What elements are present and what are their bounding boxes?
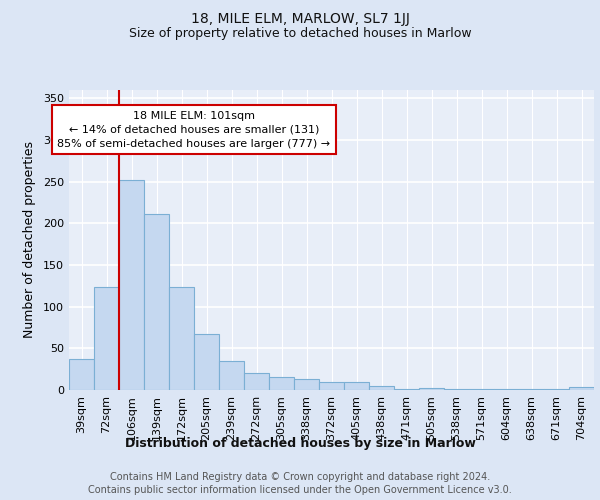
Bar xyxy=(569,386,594,390)
Text: 18, MILE ELM, MARLOW, SL7 1JJ: 18, MILE ELM, MARLOW, SL7 1JJ xyxy=(191,12,409,26)
Bar xyxy=(444,389,469,390)
Y-axis label: Number of detached properties: Number of detached properties xyxy=(23,142,36,338)
Bar xyxy=(419,388,444,390)
Text: Contains public sector information licensed under the Open Government Licence v3: Contains public sector information licen… xyxy=(88,485,512,495)
Bar xyxy=(494,389,519,390)
Bar xyxy=(194,334,219,390)
Bar xyxy=(69,359,94,390)
Text: 18 MILE ELM: 101sqm
← 14% of detached houses are smaller (131)
85% of semi-detac: 18 MILE ELM: 101sqm ← 14% of detached ho… xyxy=(58,111,331,149)
Bar xyxy=(269,376,294,390)
Bar xyxy=(394,389,419,390)
Bar xyxy=(119,180,144,390)
Bar xyxy=(319,382,344,390)
Text: Size of property relative to detached houses in Marlow: Size of property relative to detached ho… xyxy=(128,28,472,40)
Bar xyxy=(219,361,244,390)
Bar xyxy=(544,389,569,390)
Text: Distribution of detached houses by size in Marlow: Distribution of detached houses by size … xyxy=(125,438,475,450)
Bar xyxy=(94,286,119,390)
Text: Contains HM Land Registry data © Crown copyright and database right 2024.: Contains HM Land Registry data © Crown c… xyxy=(110,472,490,482)
Bar xyxy=(519,389,544,390)
Bar xyxy=(369,386,394,390)
Bar xyxy=(244,374,269,390)
Bar xyxy=(469,389,494,390)
Bar xyxy=(144,214,169,390)
Bar xyxy=(169,286,194,390)
Bar xyxy=(344,382,369,390)
Bar xyxy=(294,379,319,390)
